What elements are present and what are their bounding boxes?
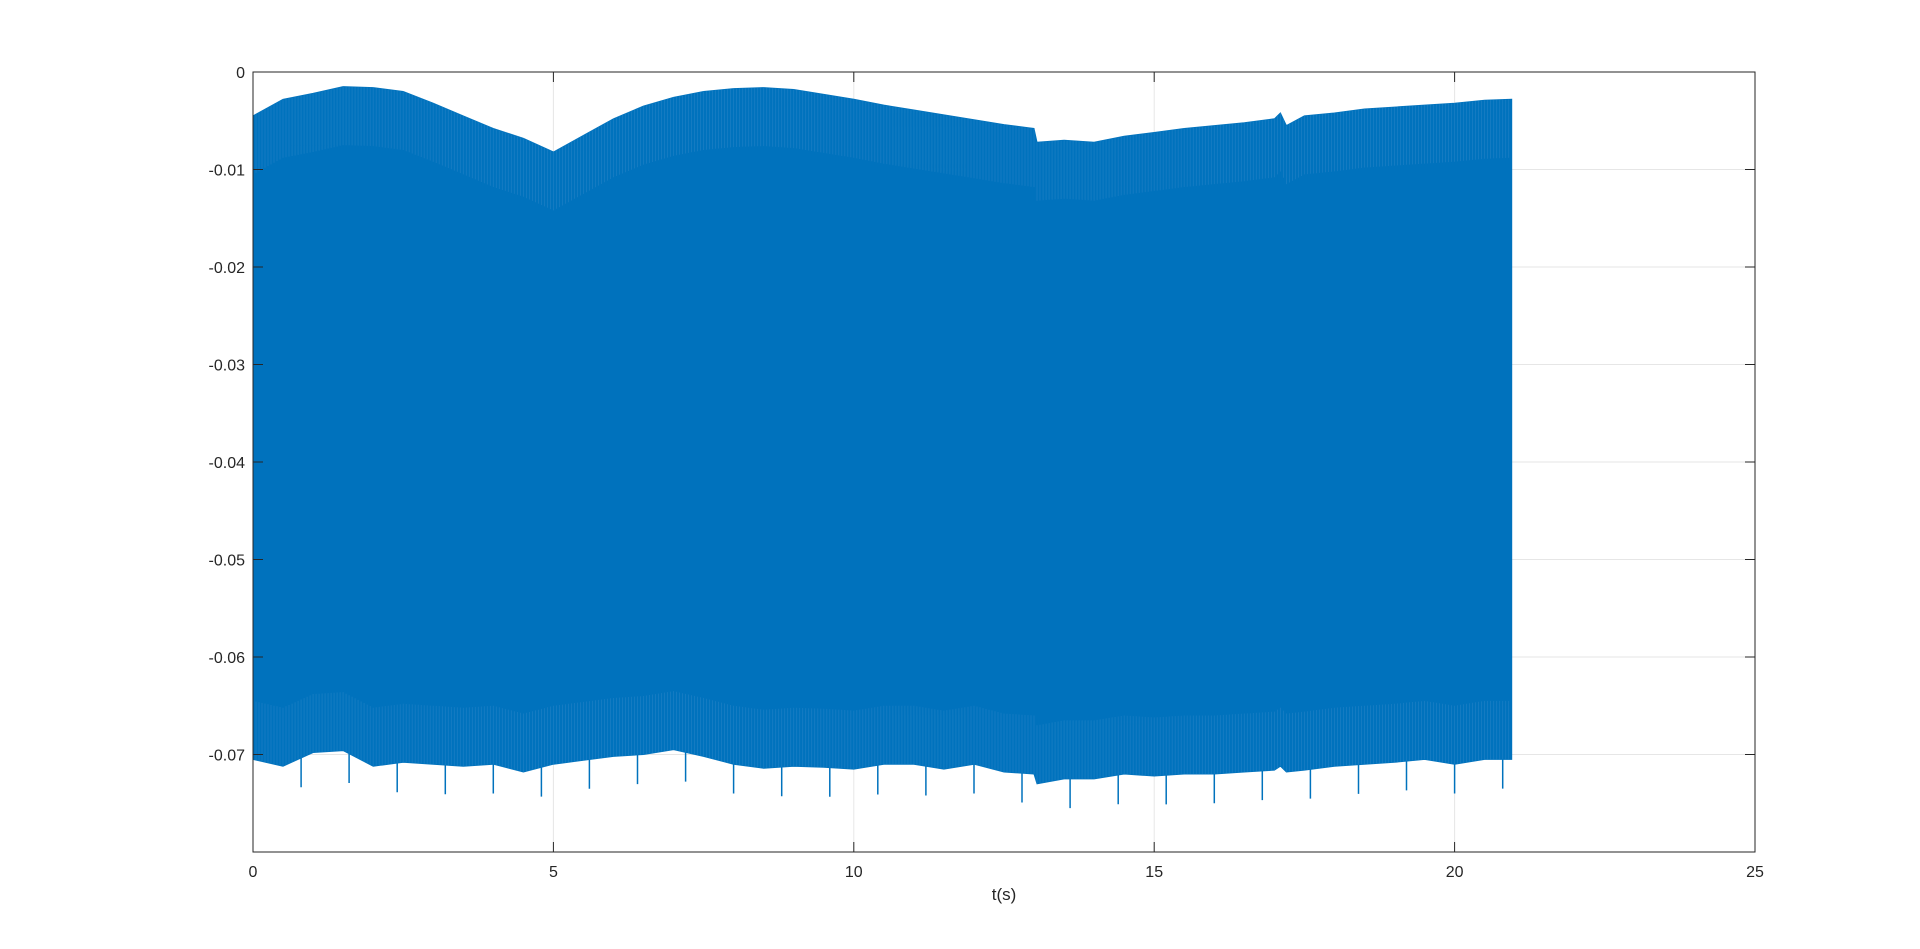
x-tick-label: 0 — [249, 864, 258, 881]
y-tick-label: -0.07 — [209, 748, 246, 765]
y-tick-label: -0.05 — [209, 553, 246, 570]
series-layer — [252, 86, 1513, 809]
x-axis-label: t(s) — [992, 885, 1017, 904]
x-tick-label: 10 — [845, 864, 863, 881]
x-tick-label: 15 — [1145, 864, 1163, 881]
x-tick-label: 25 — [1746, 864, 1764, 881]
y-tick-label: -0.04 — [209, 455, 246, 472]
signal-envelope — [252, 86, 1513, 785]
y-tick-label: 0 — [236, 65, 245, 82]
x-tick-label: 5 — [549, 864, 558, 881]
x-tick-label: 20 — [1446, 864, 1464, 881]
y-tick-label: -0.06 — [209, 650, 246, 667]
y-tick-labels: 0 -0.01 -0.02 -0.03 -0.04 -0.05 -0.06 -0.07 — [209, 65, 246, 765]
signal-spikes — [300, 752, 1504, 809]
y-tick-label: -0.02 — [209, 260, 246, 277]
x-tick-labels: 0 5 10 15 20 25 — [249, 864, 1764, 881]
y-tick-label: -0.03 — [209, 358, 246, 375]
y-tick-label: -0.01 — [209, 163, 246, 180]
ticks — [252, 71, 1756, 852]
